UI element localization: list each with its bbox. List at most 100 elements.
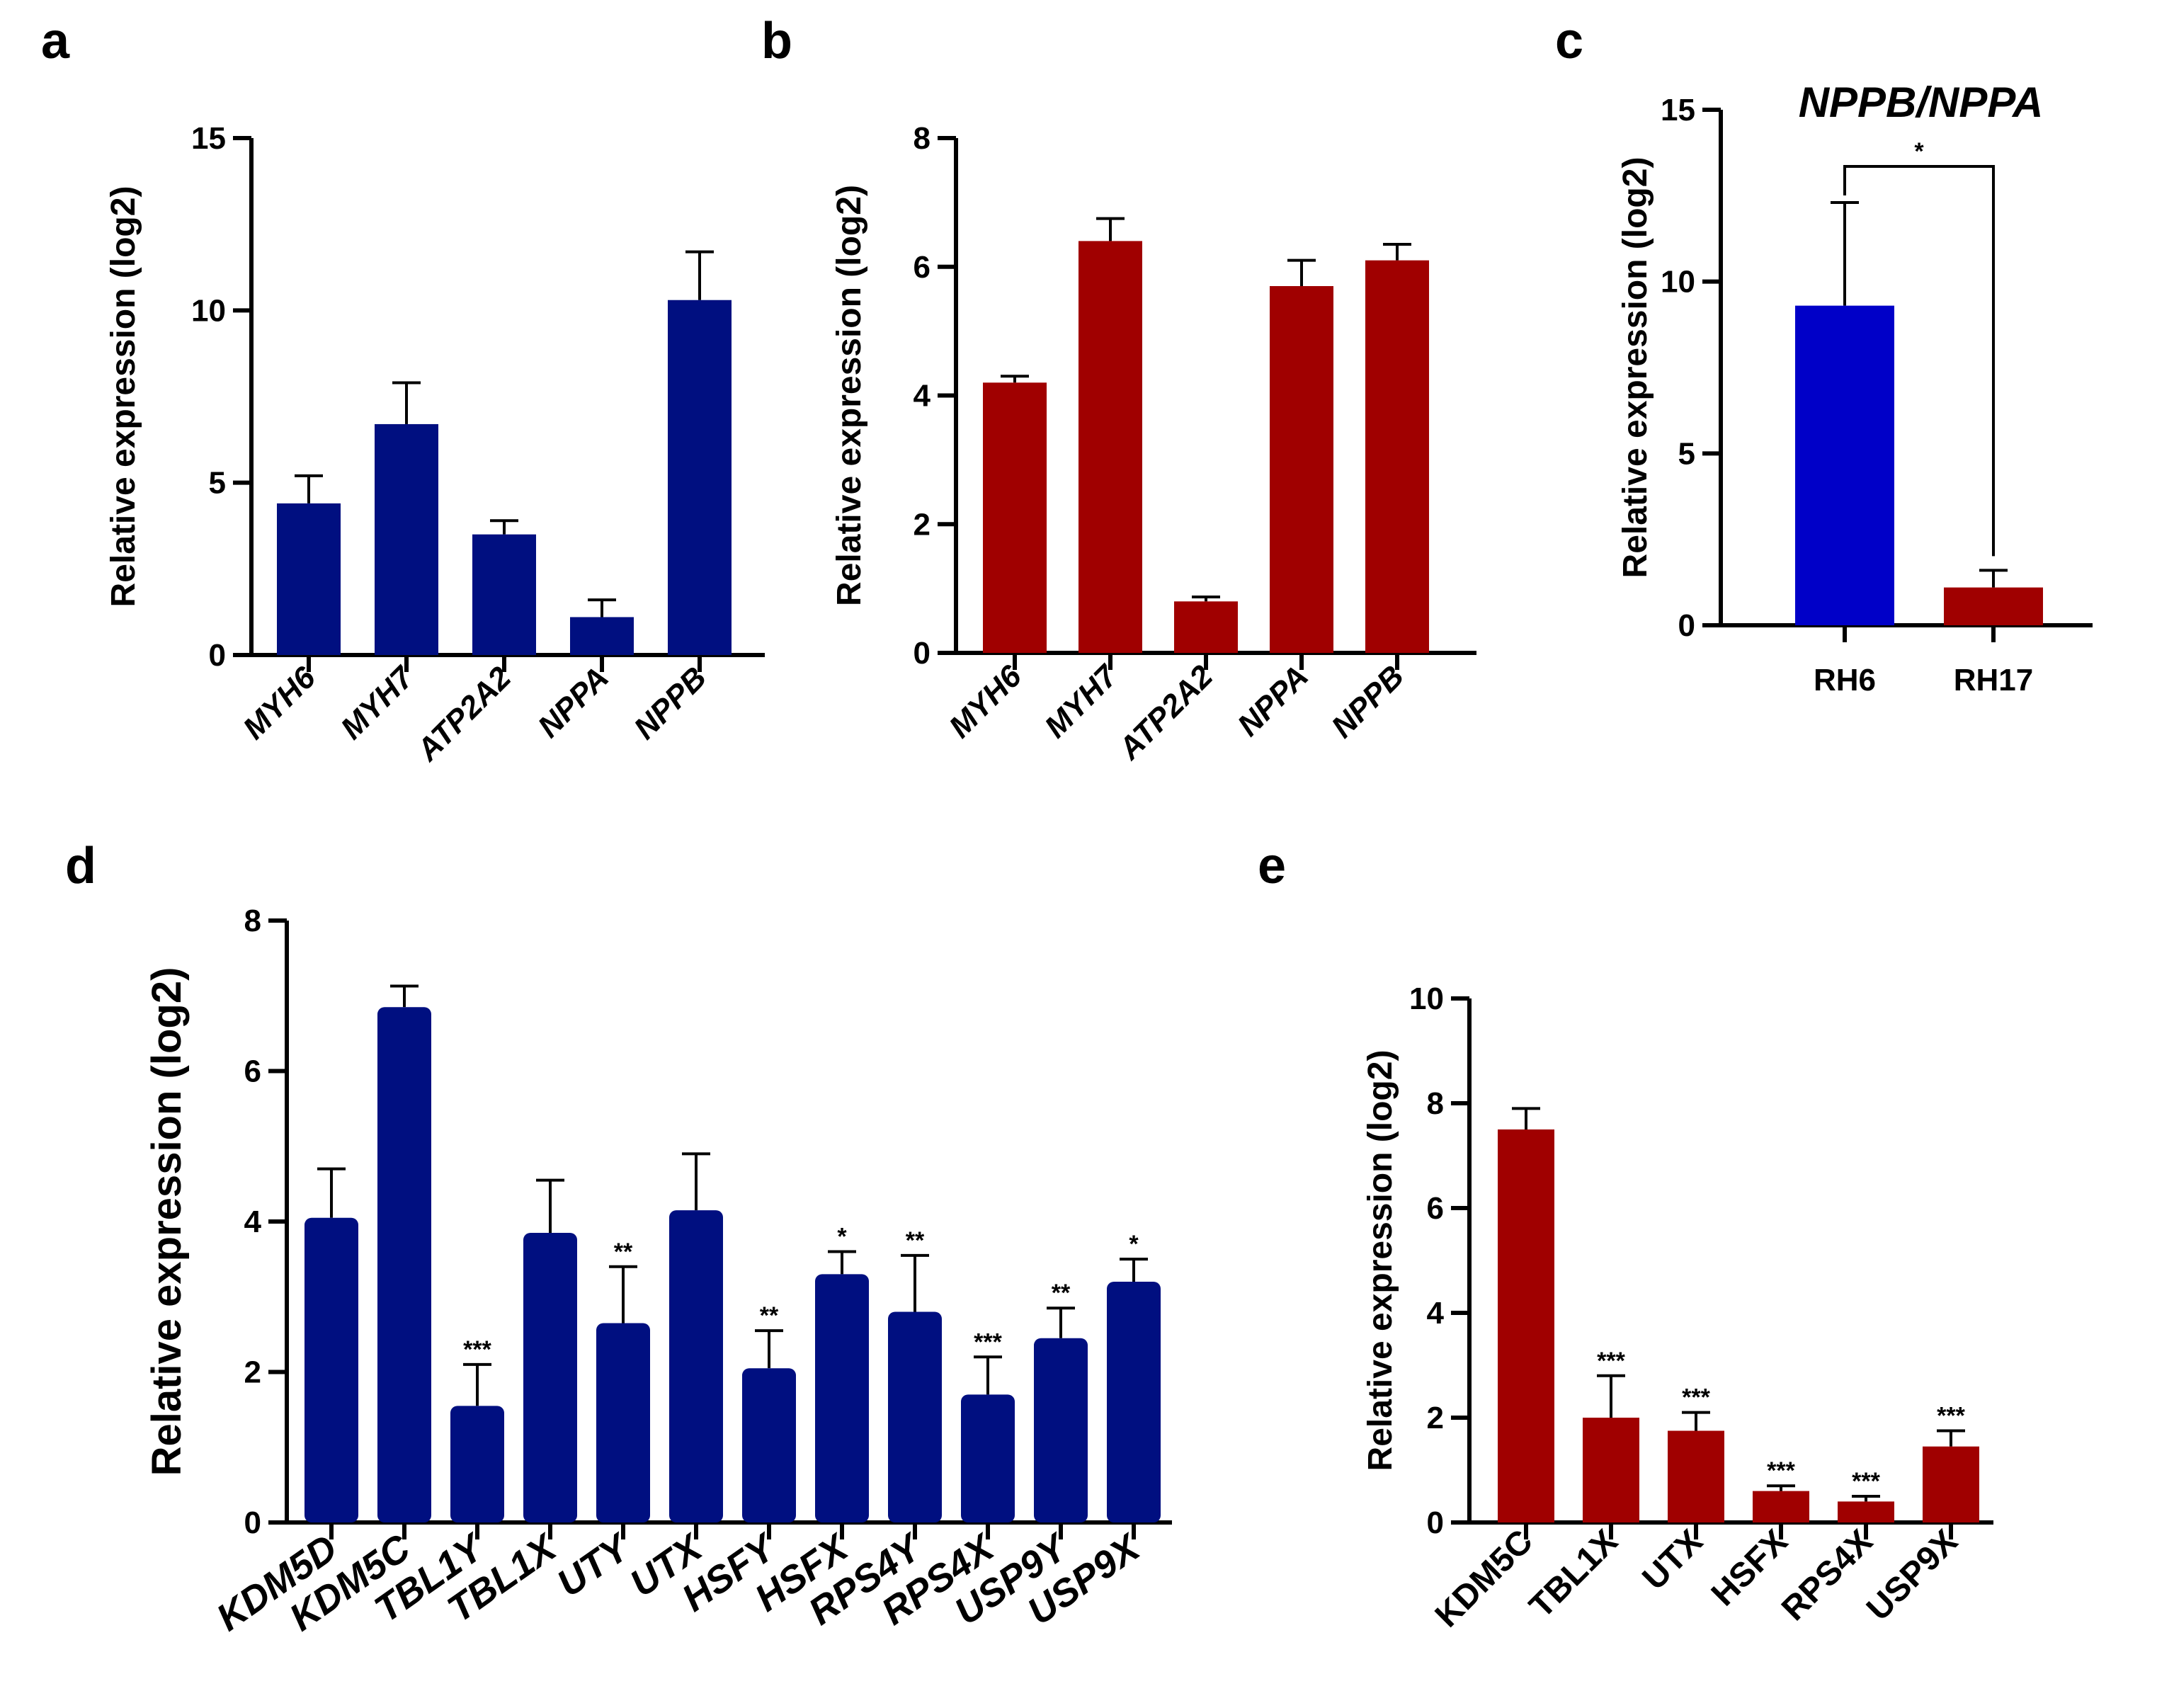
y-tick-label-e: 6: [1427, 1191, 1444, 1226]
bar-d-rps4y: [888, 1311, 942, 1522]
x-tick-label-d: UTY: [550, 1525, 639, 1605]
bar-d-usp9x: [1107, 1282, 1161, 1522]
x-tick-label-c: RH6: [1814, 663, 1876, 698]
bar-a-myh7: [375, 423, 438, 655]
y-tick-label-e: 2: [1427, 1401, 1444, 1435]
bar-c-rh17: [1944, 587, 2043, 625]
y-tick-label-a: 5: [209, 466, 226, 501]
significance-mark-d: **: [760, 1302, 779, 1329]
significance-mark-d: ***: [463, 1336, 491, 1363]
y-tick-label-a: 15: [191, 121, 226, 156]
x-tick-label-b: ATP2A2: [1112, 659, 1220, 767]
significance-mark-d: *: [1129, 1231, 1139, 1258]
bar-d-tbl1x: [523, 1232, 577, 1522]
y-tick-label-d: 8: [244, 904, 261, 938]
y-tick-label-d: 6: [244, 1054, 261, 1089]
bar-e-hsfx: [1753, 1491, 1809, 1522]
panel-letter-b: b: [761, 13, 792, 69]
y-tick-label-e: 0: [1427, 1505, 1444, 1540]
chart-e: 0 2 4 6 8 10 Relative expression (log2) KDM5CTB…: [1362, 981, 1993, 1634]
x-tick-label-a: NPPA: [531, 660, 615, 744]
bar-d-usp9y: [1034, 1338, 1088, 1522]
y-tick-label-c: 10: [1661, 265, 1695, 300]
panel-letter-a: a: [41, 13, 70, 69]
significance-mark-d: **: [906, 1227, 925, 1254]
significance-mark-d: ***: [974, 1328, 1002, 1355]
panel-letter-e: e: [1258, 838, 1286, 894]
y-tick-label-d: 0: [244, 1505, 261, 1540]
y-axis-label-a: Relative expression (log2): [105, 186, 142, 608]
x-tick-label-c: RH17: [1954, 663, 2034, 698]
y-tick-label-b: 8: [914, 121, 931, 156]
comparison-bracket-c: [1843, 165, 1995, 557]
y-axis-label-d: Relative expression (log2): [144, 967, 190, 1476]
bar-e-kdm5c: [1498, 1129, 1554, 1522]
x-tick-label-a: NPPB: [627, 660, 713, 746]
significance-mark-d: **: [1052, 1280, 1071, 1306]
significance-mark-d: **: [614, 1239, 633, 1265]
y-tick-label-b: 0: [914, 636, 931, 671]
bar-d-kdm5c: [377, 1007, 431, 1522]
y-tick-label-a: 10: [191, 293, 226, 328]
x-tick-label-e: USP9X: [1860, 1522, 1965, 1628]
bar-e-rps4x: [1838, 1501, 1894, 1522]
bar-d-hsfx: [815, 1274, 869, 1522]
bar-b-myh7: [1079, 241, 1142, 653]
bar-c-rh6: [1795, 305, 1894, 625]
y-tick-label-c: 15: [1661, 93, 1695, 127]
chart-a: 0 5 10 15 Relative expression (log2) MYH6 MYH7…: [105, 121, 765, 768]
bar-b-myh6: [983, 382, 1047, 653]
significance-mark-e: ***: [1937, 1403, 1965, 1430]
significance-mark-e: ***: [1852, 1468, 1880, 1495]
y-tick-label-b: 6: [914, 250, 931, 285]
x-tick-label-a: ATP2A2: [410, 660, 518, 768]
y-tick-label-d: 2: [244, 1355, 261, 1390]
bar-b-nppa: [1270, 286, 1333, 653]
bar-b-atp2a2: [1174, 601, 1238, 653]
bar-d-rps4x: [961, 1394, 1015, 1522]
bar-d-tbl1y: [450, 1406, 504, 1522]
panel-letter-c: c: [1555, 13, 1583, 69]
y-tick-label-c: 5: [1678, 436, 1695, 471]
x-tick-label-a: MYH7: [334, 659, 421, 746]
y-tick-label-c: 0: [1678, 608, 1695, 643]
chart-title-c: NPPB/NPPA: [1799, 79, 2044, 126]
y-axis-label-b: Relative expression (log2): [831, 185, 868, 606]
significance-mark-e: ***: [1767, 1457, 1795, 1484]
y-axis-label-c: Relative expression (log2): [1617, 157, 1654, 579]
bar-e-tbl1x: [1583, 1418, 1639, 1522]
x-tick-label-e: KDM5C: [1428, 1522, 1540, 1634]
panel-letter-d: d: [65, 838, 96, 894]
bar-d-uty: [596, 1323, 650, 1522]
bar-d-kdm5d: [305, 1217, 358, 1522]
bar-d-hsfy: [742, 1368, 796, 1522]
y-tick-label-d: 4: [244, 1205, 262, 1239]
y-tick-label-a: 0: [209, 638, 226, 673]
bar-b-nppb: [1365, 260, 1429, 654]
x-tick-label-e: TBL1X: [1523, 1522, 1625, 1625]
bar-a-myh6: [277, 503, 341, 655]
bar-e-usp9x: [1923, 1446, 1979, 1522]
bar-a-atp2a2: [472, 534, 536, 655]
significance-mark-d: *: [837, 1224, 847, 1251]
bar-d-utx: [669, 1210, 723, 1522]
y-tick-label-e: 10: [1409, 981, 1444, 1016]
x-tick-label-b: NPPA: [1231, 659, 1315, 743]
y-tick-label-e: 8: [1427, 1086, 1444, 1121]
x-tick-label-b: MYH6: [943, 659, 1028, 744]
x-tick-label-a: MYH6: [237, 660, 322, 746]
y-tick-label-b: 4: [914, 379, 931, 414]
y-tick-label-e: 4: [1427, 1296, 1445, 1331]
bar-a-nppa: [570, 617, 634, 655]
bar-a-nppb: [668, 300, 732, 655]
significance-mark-e: ***: [1597, 1348, 1625, 1374]
comparison-label-c: *: [1914, 138, 1924, 165]
x-tick-label-e: UTX: [1635, 1522, 1709, 1597]
chart-b: 0 2 4 6 8 Relative expression (log2) MYH6 MYH7A…: [831, 121, 1476, 767]
bar-e-utx: [1668, 1430, 1724, 1522]
y-axis-label-e: Relative expression (log2): [1362, 1050, 1399, 1471]
x-tick-label-e: RPS4X: [1775, 1522, 1880, 1628]
